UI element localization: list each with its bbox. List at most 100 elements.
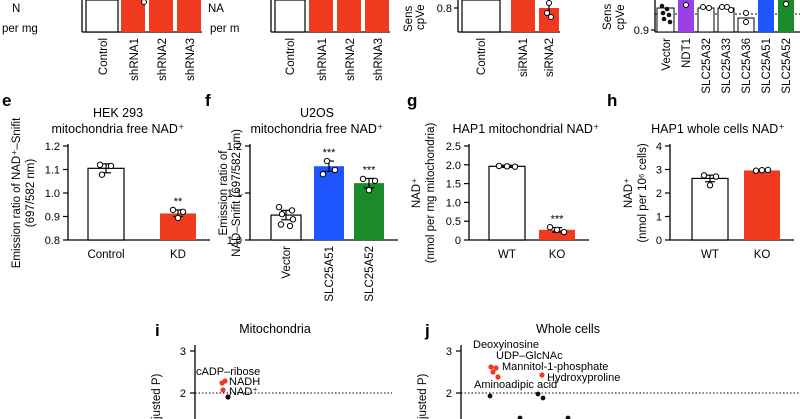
y-tick-label: 0 bbox=[455, 235, 461, 247]
data-point bbox=[546, 0, 552, 6]
y-tick-label: 0.9 bbox=[45, 212, 60, 224]
data-point bbox=[98, 171, 106, 178]
y-axis-label: NAD⁺ bbox=[411, 178, 423, 208]
y-label-fragment: Sens bbox=[602, 4, 614, 30]
data-point bbox=[700, 4, 706, 10]
y-tick-label: 2.0 bbox=[446, 160, 461, 172]
panel-f-chart: U2OS mitochondria free NAD⁺ Emission ratio… bbox=[218, 106, 398, 302]
y-label-fragment: NA bbox=[208, 3, 224, 15]
category-label: SLC25A52 bbox=[364, 246, 376, 302]
data-point bbox=[783, 1, 789, 7]
data-point bbox=[174, 214, 182, 222]
y-tick-label: 2 bbox=[180, 388, 186, 400]
category-label: KO bbox=[549, 249, 566, 261]
y-axis-label-2: NAD–Snifit (697/582 nm) bbox=[231, 129, 243, 257]
category-label: shRNA2 bbox=[157, 38, 169, 81]
point-label-aminoadipic: Aminoadipic acid bbox=[474, 379, 557, 391]
point-other bbox=[565, 415, 571, 419]
chart-title: HEK 293 bbox=[93, 106, 143, 120]
category-label: siRNA2 bbox=[544, 38, 556, 77]
bar-control bbox=[87, 167, 125, 241]
data-point bbox=[371, 177, 379, 184]
point-label-mannitol: Mannitol-1-phosphate bbox=[502, 361, 608, 373]
point-label-cadp-ribose: cADP–ribose bbox=[196, 366, 260, 378]
y-label-fragment: N bbox=[12, 3, 20, 15]
data-point bbox=[724, 4, 730, 10]
y-label-fragment-2: per mg bbox=[2, 23, 38, 35]
panel-h-chart: HAP1 whole cells NAD⁺ NAD⁺ (nmol per 10⁶ c… bbox=[623, 122, 794, 261]
bar-control bbox=[85, 0, 119, 33]
y-axis-label: Emission ratio of NAD⁺–Snifit bbox=[11, 117, 23, 268]
data-point bbox=[503, 163, 511, 170]
data-point bbox=[743, 19, 749, 25]
category-label: Vector bbox=[281, 246, 293, 279]
panel-a-fragment: N per mg Control shRNA1 shRNA2 shRNA3 bbox=[2, 0, 202, 81]
data-point bbox=[277, 221, 285, 228]
significance-marker: *** bbox=[323, 147, 337, 159]
y-label-fragment: Sens bbox=[403, 6, 415, 32]
y-tick-label: 4 bbox=[656, 141, 662, 153]
chart-title: HAP1 mitochondrial NAD⁺ bbox=[453, 122, 600, 136]
y-tick-label: 0.5 bbox=[446, 216, 461, 228]
y-tick-label: 1.2 bbox=[45, 141, 60, 153]
category-label: Control bbox=[285, 38, 297, 75]
panel-g-chart: HAP1 mitochondrial NAD⁺ NAD⁺ (nmol per mg … bbox=[411, 122, 599, 263]
data-point bbox=[278, 210, 286, 218]
y-tick-label: 1.2 bbox=[227, 141, 242, 153]
bar-control bbox=[461, 0, 501, 33]
y-tick-label: 0 bbox=[656, 235, 662, 247]
bar-control bbox=[274, 0, 306, 33]
data-point bbox=[664, 6, 670, 12]
significance-marker: ** bbox=[174, 196, 183, 208]
data-point bbox=[289, 216, 297, 223]
category-label: shRNA1 bbox=[129, 38, 141, 81]
category-label: WT bbox=[498, 249, 516, 261]
y-tick-label: 1 bbox=[656, 212, 662, 224]
data-point bbox=[752, 167, 760, 174]
data-point bbox=[495, 162, 503, 170]
y-tick-label: 2 bbox=[656, 188, 662, 200]
data-point bbox=[700, 172, 708, 179]
y-label-fragment-2: cpVe bbox=[415, 4, 427, 30]
point-other bbox=[487, 393, 493, 399]
y-tick-label: 2 bbox=[446, 388, 452, 400]
y-tick-label: 1.0 bbox=[45, 188, 60, 200]
point-other bbox=[517, 415, 523, 419]
bar-slc25a32 bbox=[697, 7, 715, 33]
category-label: SLC25A51 bbox=[324, 246, 336, 302]
data-point bbox=[288, 207, 296, 214]
chart-subtitle: mitochondria free NAD⁺ bbox=[51, 122, 184, 136]
panel-d-fragment: 0.9 Sens cpVe Vector NDT1 SLC25A32 SLC25… bbox=[602, 0, 800, 94]
data-point bbox=[544, 10, 550, 16]
data-point bbox=[323, 157, 331, 165]
category-label: shRNA1 bbox=[317, 38, 329, 81]
bar-shrna3 bbox=[365, 0, 389, 32]
point-aminoadipic bbox=[495, 374, 501, 380]
data-point bbox=[319, 171, 327, 178]
y-tick-label: 3 bbox=[180, 346, 186, 358]
category-label: SLC25A51 bbox=[761, 38, 773, 94]
y-tick-label: 2.5 bbox=[446, 141, 461, 153]
y-tick-label: 1.0 bbox=[446, 197, 461, 209]
bar-shrna1 bbox=[309, 0, 333, 32]
chart-title: Whole cells bbox=[536, 322, 600, 336]
y-label-fragment-2: cpVe bbox=[615, 4, 627, 30]
point-other bbox=[535, 391, 541, 397]
data-point bbox=[179, 208, 187, 216]
chart-subtitle: mitochondria free NAD⁺ bbox=[250, 122, 383, 136]
point-other bbox=[225, 394, 231, 400]
y-tick-label: 0.9 bbox=[634, 25, 649, 37]
point-label-nad: NAD⁺ bbox=[229, 386, 258, 398]
category-label: shRNA3 bbox=[185, 38, 197, 81]
data-point bbox=[141, 0, 147, 5]
bar-shrna1 bbox=[121, 0, 145, 32]
panel-c-fragment: 0.8 Sens cpVe Control siRNA1 siRNA2 bbox=[403, 0, 560, 77]
chart-title: U2OS bbox=[300, 106, 334, 120]
data-point bbox=[560, 228, 568, 236]
y-tick-label: 3 bbox=[446, 346, 452, 358]
category-label: shRNA3 bbox=[373, 38, 385, 81]
data-point bbox=[96, 161, 104, 169]
bar-sirna2 bbox=[539, 8, 559, 32]
y-tick-label: 1.5 bbox=[446, 179, 461, 191]
chart-title: Mitochondria bbox=[239, 322, 311, 336]
